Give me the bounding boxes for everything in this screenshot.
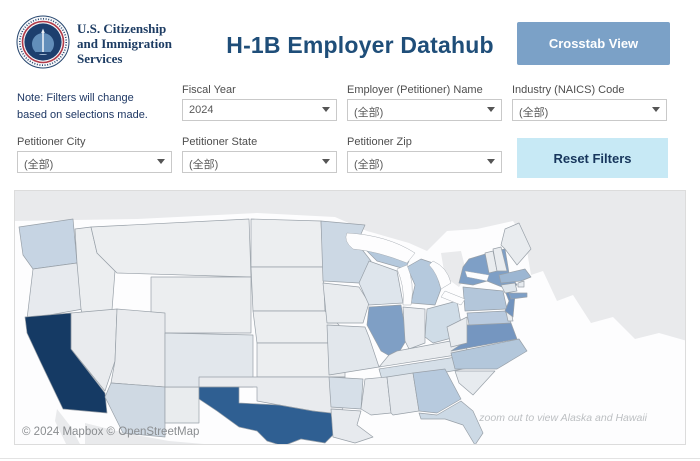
- state-sc[interactable]: [454, 370, 496, 396]
- state-wv[interactable]: [446, 316, 468, 348]
- filter-petitioner-city: Petitioner City (全部): [17, 136, 172, 173]
- state-wy[interactable]: [150, 276, 252, 334]
- state-ga[interactable]: [412, 368, 462, 414]
- filters-note: Note: Filters will change based on selec…: [17, 90, 177, 124]
- map-zoom-hint: zoom out to view Alaska and Hawaii: [479, 412, 647, 424]
- state-az[interactable]: [104, 382, 166, 438]
- state-ca[interactable]: [24, 312, 108, 414]
- filter-fiscal-year: Fiscal Year 2024: [182, 84, 337, 121]
- caret-down-icon: [322, 159, 330, 164]
- state-in[interactable]: [402, 306, 426, 350]
- filter-label: Petitioner City: [17, 136, 86, 148]
- petitioner-zip-dropdown[interactable]: (全部): [347, 151, 502, 173]
- filter-label: Fiscal Year: [182, 84, 236, 96]
- filter-label: Petitioner Zip: [347, 136, 412, 148]
- state-fl[interactable]: [418, 400, 484, 445]
- state-ri[interactable]: [517, 280, 525, 288]
- lake-ontario: [464, 270, 490, 282]
- reset-filters-button[interactable]: Reset Filters: [517, 138, 668, 178]
- note-line: based on selections made.: [17, 109, 148, 121]
- caret-down-icon: [652, 107, 660, 112]
- state-wa[interactable]: [18, 218, 78, 270]
- state-or[interactable]: [26, 262, 84, 320]
- state-wi[interactable]: [358, 260, 404, 306]
- state-pa[interactable]: [462, 286, 508, 312]
- dropdown-value: 2024: [189, 104, 214, 116]
- crosstab-view-button[interactable]: Crosstab View: [517, 22, 670, 65]
- fiscal-year-dropdown[interactable]: 2024: [182, 99, 337, 121]
- uscis-seal-icon: [16, 15, 70, 69]
- industry-naics-dropdown[interactable]: (全部): [512, 99, 667, 121]
- state-ut[interactable]: [110, 308, 166, 388]
- employer-name-dropdown[interactable]: (全部): [347, 99, 502, 121]
- note-line: Note: Filters will change: [17, 92, 134, 104]
- state-ms[interactable]: [360, 376, 392, 416]
- state-ct[interactable]: [500, 282, 518, 294]
- state-nc[interactable]: [450, 338, 528, 370]
- lake-erie: [440, 290, 466, 306]
- filter-label: Industry (NAICS) Code: [512, 84, 625, 96]
- caret-down-icon: [487, 107, 495, 112]
- agency-name: U.S. Citizenship and Immigration Service…: [77, 21, 207, 66]
- dropdown-value: (全部): [354, 107, 384, 119]
- filter-label: Petitioner State: [182, 136, 258, 148]
- filter-label: Employer (Petitioner) Name: [347, 84, 483, 96]
- filter-petitioner-state: Petitioner State (全部): [182, 136, 337, 173]
- petitioner-state-dropdown[interactable]: (全部): [182, 151, 337, 173]
- state-mo[interactable]: [326, 324, 380, 376]
- filter-petitioner-zip: Petitioner Zip (全部): [347, 136, 502, 173]
- caret-down-icon: [322, 107, 330, 112]
- lake-michigan: [396, 264, 413, 306]
- mexico-landmass: [85, 423, 204, 444]
- dropdown-value: (全部): [24, 159, 54, 171]
- state-tx[interactable]: [198, 386, 336, 445]
- state-ma[interactable]: [498, 268, 532, 284]
- state-mi[interactable]: [406, 258, 442, 306]
- caret-down-icon: [487, 159, 495, 164]
- state-al[interactable]: [386, 372, 420, 416]
- us-choropleth-map: © 2024 Mapbox © OpenStreetMap zoom out t…: [14, 190, 686, 445]
- page-title: H-1B Employer Datahub: [226, 32, 494, 58]
- state-ia[interactable]: [322, 282, 370, 324]
- map-canvas[interactable]: [15, 191, 686, 445]
- agency-line: and Immigration: [77, 36, 172, 51]
- state-ar[interactable]: [328, 376, 364, 410]
- lake-superior: [345, 232, 416, 264]
- state-me[interactable]: [500, 222, 532, 266]
- dashboard-bottom-divider: [0, 458, 700, 459]
- state-nd[interactable]: [250, 218, 324, 268]
- dropdown-value: (全部): [519, 107, 549, 119]
- agency-line: U.S. Citizenship: [77, 21, 167, 36]
- filter-industry-naics: Industry (NAICS) Code (全部): [512, 84, 667, 121]
- state-md[interactable]: [466, 310, 512, 326]
- state-la[interactable]: [330, 408, 374, 444]
- baja-peninsula: [55, 409, 80, 444]
- filter-employer-name: Employer (Petitioner) Name (全部): [347, 84, 502, 121]
- map-attribution[interactable]: © 2024 Mapbox © OpenStreetMap: [22, 426, 200, 438]
- state-sd[interactable]: [250, 266, 326, 312]
- state-ny-long-island[interactable]: [508, 292, 528, 300]
- state-nm[interactable]: [164, 386, 200, 424]
- dropdown-value: (全部): [354, 159, 384, 171]
- state-mt[interactable]: [90, 218, 252, 278]
- petitioner-city-dropdown[interactable]: (全部): [17, 151, 172, 173]
- agency-line: Services: [77, 51, 123, 66]
- state-nh[interactable]: [492, 246, 508, 272]
- caret-down-icon: [157, 159, 165, 164]
- lake-huron: [428, 260, 452, 290]
- canada-landmass: [15, 191, 685, 341]
- dropdown-value: (全部): [189, 159, 219, 171]
